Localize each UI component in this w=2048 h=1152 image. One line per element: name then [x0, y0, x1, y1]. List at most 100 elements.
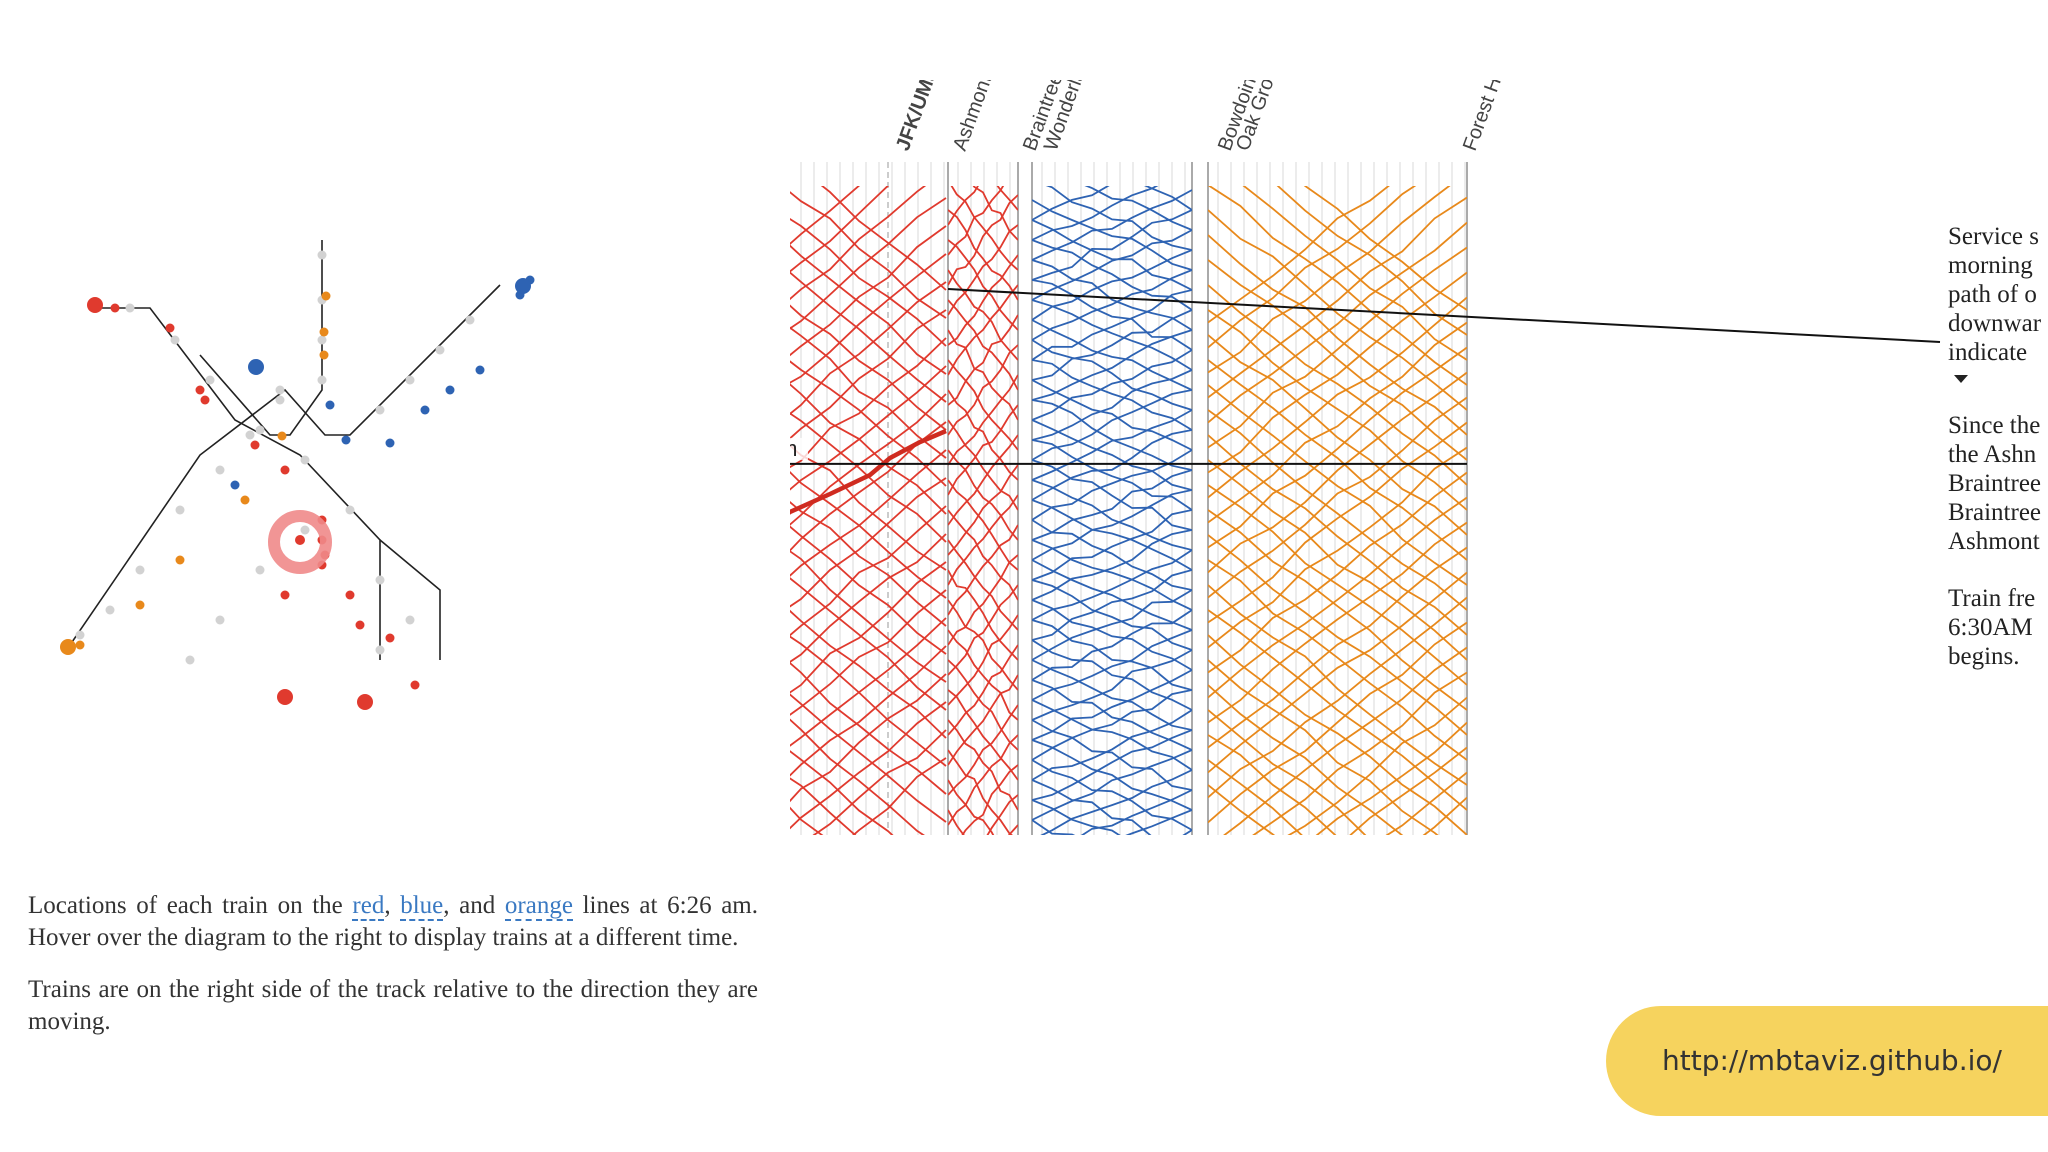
orange-train-path: [1208, 571, 1467, 774]
blue-line-link[interactable]: blue: [400, 892, 444, 921]
blue-train-path: [1032, 279, 1192, 351]
blue-train-path: [1032, 309, 1192, 381]
ash-train-path: [948, 209, 1018, 301]
highlighted-train-dot: [295, 535, 305, 545]
train-markers: [75, 291, 331, 650]
red-train-path: [790, 186, 890, 273]
blue-train-path: [1032, 219, 1192, 291]
ash-train-path: [948, 374, 1018, 466]
blue-train-path: [1032, 579, 1192, 651]
ash-train-path: [948, 254, 1018, 346]
red-line-link[interactable]: red: [352, 892, 385, 921]
orange-train-path: [1208, 521, 1467, 724]
blue-train-path: [1032, 339, 1192, 411]
orange-train-path: [1208, 621, 1467, 824]
orange-train-path: [1208, 334, 1467, 536]
orange-train-path: [1208, 484, 1467, 686]
train-dot: [355, 620, 365, 630]
station-dot: [125, 303, 135, 313]
blue-train-path: [1032, 189, 1192, 261]
ash-train-path: [948, 629, 1018, 721]
train-location-map[interactable]: [60, 240, 680, 880]
ash-train-path: [948, 870, 1018, 960]
ash-train-path: [948, 299, 1018, 391]
ash-train-path: [986, 794, 1018, 835]
train-dot: [195, 385, 205, 395]
orange-train-path: [1208, 409, 1467, 611]
caret-down-icon[interactable]: [1954, 375, 1968, 383]
map-caption: Locations of each train on the red, blue…: [28, 890, 758, 1058]
red-train-path: [790, 383, 947, 515]
blue-train-path: [1032, 649, 1192, 721]
blue-train-path: [1032, 669, 1192, 741]
blue-train-path: [1032, 429, 1192, 501]
red-line-trains: [790, 186, 947, 835]
orange-train-path: [1208, 546, 1467, 749]
train-dot: [200, 395, 210, 405]
blue-train-path: [1032, 499, 1192, 571]
track-line: [199, 240, 323, 436]
blue-train-path: [1032, 319, 1192, 391]
orange-train-path: [1349, 746, 1467, 835]
blue-train-path: [1032, 389, 1192, 461]
blue-train-path: [1032, 349, 1192, 421]
blue-train-path: [1032, 819, 1076, 835]
red-train-path: [790, 337, 947, 469]
ash-train-path: [948, 719, 1018, 811]
blue-train-path: [1032, 679, 1192, 751]
orange-train-path: [1208, 634, 1467, 835]
orange-train-path: [1208, 759, 1303, 835]
blue-train-path: [1032, 299, 1192, 371]
station-dot: [135, 565, 145, 575]
orange-train-path: [1208, 734, 1337, 835]
orange-train-path: [1208, 559, 1467, 761]
station-dot: [215, 615, 225, 625]
ash-train-path: [948, 329, 1018, 421]
blue-train-path: [1032, 259, 1192, 331]
ash-train-path: [948, 284, 1018, 376]
ash-train-path: [972, 186, 1018, 241]
highlighted-train-path: [790, 428, 947, 515]
blue-train-path: [1143, 186, 1192, 211]
ash-train-path: [948, 404, 1018, 496]
blue-train-path: [1032, 739, 1192, 811]
train-dot: [135, 600, 145, 610]
orange-train-path: [1287, 696, 1467, 835]
ash-train-path: [948, 554, 1018, 646]
red-train-path: [852, 757, 947, 835]
ash-train-path: [948, 779, 995, 835]
ash-train-path: [948, 539, 1018, 631]
train-dot: [325, 400, 335, 410]
current-time-label: 6:26 am: [790, 436, 798, 461]
train-dot: [345, 590, 355, 600]
station-labels: AlewifeJFK/UMassAshmontBraintreeWonderla…: [892, 80, 1514, 154]
blue-train-path: [1032, 599, 1192, 671]
red-train-path: [790, 577, 947, 711]
orange-train-path: [1208, 496, 1467, 699]
red-train-path: [790, 244, 947, 375]
terminal-marker: [60, 639, 76, 655]
red-train-path: [790, 561, 947, 694]
ash-train-path: [950, 186, 1018, 271]
annotation-1: Service s morning path of o downwar indicate: [1948, 222, 2048, 383]
blue-train-path: [1182, 829, 1192, 835]
station-dot: [105, 605, 115, 615]
blue-train-path: [1032, 249, 1192, 321]
ash-train-path: [948, 269, 1018, 361]
red-train-path: [790, 617, 947, 747]
annotation-2: Since the the Ashn Braintree Braintree Ashmo…: [1948, 412, 2042, 555]
station-dot: [300, 525, 310, 535]
ash-train-path: [948, 809, 965, 835]
url-link[interactable]: http://mbtaviz.github.io/: [1662, 1044, 2002, 1077]
ash-train-path: [1008, 824, 1018, 835]
orange-train-path: [1208, 684, 1404, 835]
terminal-marker: [515, 278, 531, 294]
ash-train-path: [948, 524, 1018, 616]
ash-train-path: [948, 689, 1018, 781]
orange-line-link[interactable]: orange: [504, 892, 573, 921]
orange-train-path: [1208, 186, 1451, 374]
blue-train-path: [1032, 199, 1192, 271]
blue-train-path: [1032, 850, 1192, 920]
red-train-path: [790, 186, 927, 301]
marey-chart[interactable]: 5:15 AM5:30 AM5:45 AM6:00 AM6:15 AM6:30 …: [790, 80, 2048, 1100]
